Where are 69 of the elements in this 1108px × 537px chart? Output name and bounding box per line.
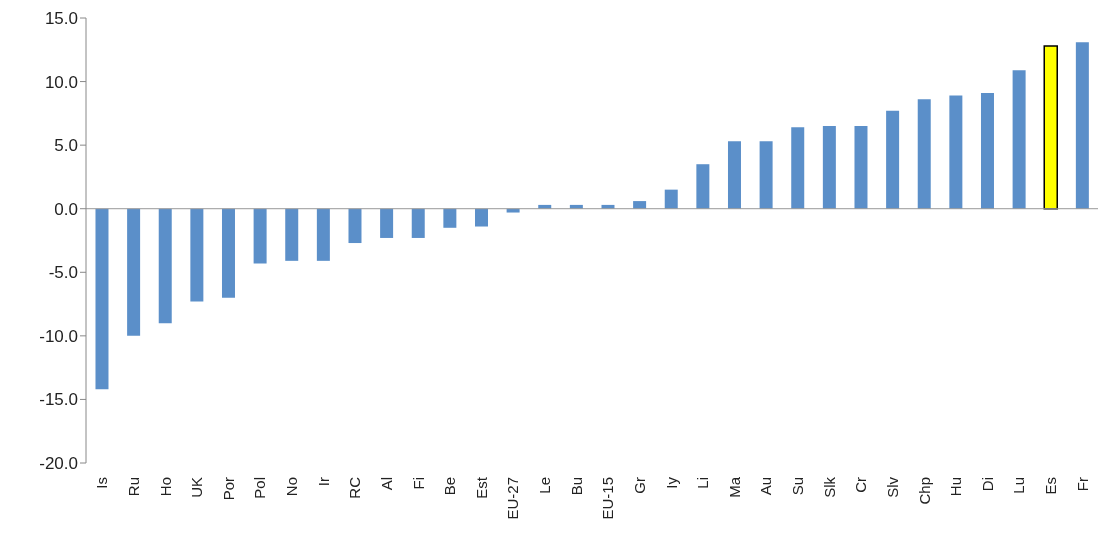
x-tick-label: Di (978, 477, 996, 492)
bar (348, 208, 362, 244)
x-tick-label: Pol (251, 477, 269, 499)
x-tick-label: Be (441, 477, 459, 496)
x-tick-label: Slk (820, 476, 838, 498)
x-tick-label: EU-15 (599, 477, 617, 520)
y-tick-label: 0.0 (54, 199, 78, 219)
x-tick-label: Li (694, 477, 712, 489)
bar (633, 201, 647, 209)
x-tick-label: Ma (725, 476, 743, 498)
bar (190, 208, 204, 302)
x-tick-label: Es (1042, 477, 1060, 495)
x-tick-label: Est (472, 476, 490, 499)
x-tick-label: Iy (662, 476, 680, 489)
x-tick-label: Ir (314, 477, 332, 487)
bar (854, 126, 868, 209)
bar (727, 141, 741, 209)
bar (474, 208, 488, 227)
y-tick-label: -5.0 (48, 263, 78, 283)
bar (696, 164, 710, 209)
x-tick-label: Gr (630, 477, 648, 494)
x-tick-label: Le (536, 477, 554, 494)
bar (1043, 45, 1058, 210)
y-tick-label: -15.0 (39, 390, 78, 410)
x-tick-label: Lu (1010, 477, 1028, 494)
bar (506, 208, 520, 213)
x-tick-label: Au (757, 477, 775, 496)
bar (380, 208, 394, 238)
bar (664, 189, 678, 209)
x-tick-label: Fr (1073, 477, 1091, 492)
bar (1012, 70, 1026, 209)
x-tick-label: Is (93, 477, 111, 489)
bar (158, 208, 172, 324)
bar (316, 208, 330, 261)
y-tick-label: -20.0 (39, 454, 78, 474)
y-tick-label: 5.0 (54, 136, 78, 156)
x-tick-label: RC (346, 476, 364, 499)
bar (95, 208, 109, 390)
bar (127, 208, 141, 336)
x-tick-label: No (283, 477, 301, 497)
bar (285, 208, 299, 261)
x-tick-label: Cr (852, 477, 870, 493)
x-tick-label: Al (377, 477, 395, 491)
x-tick-label: EU-27 (504, 477, 522, 520)
bar (759, 141, 773, 209)
y-tick-label: 10.0 (44, 72, 78, 92)
bar (791, 127, 805, 209)
x-tick-label: Ru (124, 477, 142, 497)
x-tick-label: Bu (567, 477, 585, 496)
bar (443, 208, 457, 228)
x-tick-label: Por (219, 477, 237, 501)
bar (822, 126, 836, 209)
x-tick-label: Fi (409, 477, 427, 490)
x-tick-label: UK (188, 477, 206, 498)
x-tick-label: Slv (883, 476, 901, 498)
x-tick-label: Chp (915, 477, 933, 505)
bar (886, 110, 900, 209)
bar (253, 208, 267, 264)
bar (949, 95, 963, 209)
y-tick-label: -10.0 (39, 326, 78, 346)
y-tick-label: 15.0 (44, 9, 78, 29)
x-tick-label: Su (789, 477, 807, 496)
bar (411, 208, 425, 238)
bar (980, 93, 994, 209)
bar (917, 99, 931, 209)
bar (1075, 42, 1089, 209)
bar (221, 208, 235, 298)
x-tick-label: Hu (947, 477, 965, 497)
x-tick-label: Ho (156, 477, 174, 497)
